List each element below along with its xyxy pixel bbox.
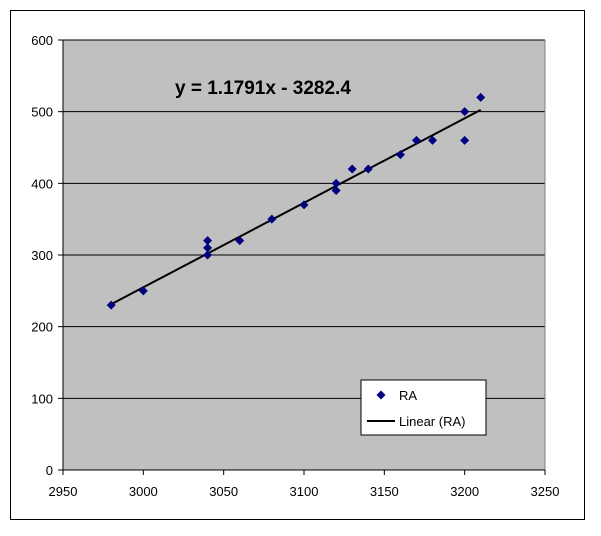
y-tick-label-5: 500 bbox=[31, 105, 53, 120]
y-axis-ticks: 0 100 200 300 400 500 600 bbox=[31, 33, 63, 478]
x-tick-label-0: 2950 bbox=[49, 484, 78, 499]
legend-marker-ra bbox=[376, 390, 386, 400]
data-point-0 bbox=[106, 300, 116, 310]
y-tick-label-0: 0 bbox=[46, 463, 53, 478]
data-point-3 bbox=[203, 243, 213, 253]
legend-label-ra: RA bbox=[399, 388, 417, 403]
data-point-1 bbox=[138, 286, 148, 296]
data-point-9 bbox=[331, 178, 341, 188]
data-point-11 bbox=[363, 164, 373, 174]
data-point-7 bbox=[299, 200, 309, 210]
y-tick-label-2: 200 bbox=[31, 320, 53, 335]
grid-lines bbox=[63, 39, 546, 470]
data-point-10 bbox=[347, 164, 357, 174]
legend: RA Linear (RA) bbox=[360, 379, 487, 436]
x-tick-label-1: 3000 bbox=[129, 484, 158, 499]
x-tick-label-3: 3100 bbox=[290, 484, 319, 499]
data-point-15 bbox=[460, 135, 470, 145]
trendline bbox=[110, 108, 482, 306]
y-tick-label-3: 300 bbox=[31, 248, 53, 263]
x-tick-label-4: 3150 bbox=[370, 484, 399, 499]
x-tick-label-6: 3250 bbox=[531, 484, 560, 499]
y-tick-label-4: 400 bbox=[31, 176, 53, 191]
trendline-equation: y = 1.1791x - 3282.4 bbox=[175, 78, 351, 99]
x-tick-label-2: 3050 bbox=[209, 484, 238, 499]
legend-box bbox=[360, 379, 487, 436]
data-point-6 bbox=[267, 214, 277, 224]
data-point-2 bbox=[203, 250, 213, 260]
data-points bbox=[106, 92, 486, 310]
y-tick-label-1: 100 bbox=[31, 391, 53, 406]
x-axis-ticks: 2950 3000 3050 3100 3150 3200 3250 bbox=[49, 470, 560, 499]
data-point-14 bbox=[428, 135, 438, 145]
data-point-17 bbox=[476, 92, 486, 102]
data-point-13 bbox=[411, 135, 421, 145]
data-point-4 bbox=[203, 236, 213, 246]
data-point-16 bbox=[460, 107, 470, 117]
data-point-8 bbox=[331, 186, 341, 195]
legend-label-linear: Linear (RA) bbox=[399, 414, 465, 429]
x-tick-label-5: 3200 bbox=[450, 484, 479, 499]
data-point-12 bbox=[395, 150, 405, 160]
y-tick-label-6: 600 bbox=[31, 33, 53, 48]
data-point-5 bbox=[235, 236, 245, 246]
